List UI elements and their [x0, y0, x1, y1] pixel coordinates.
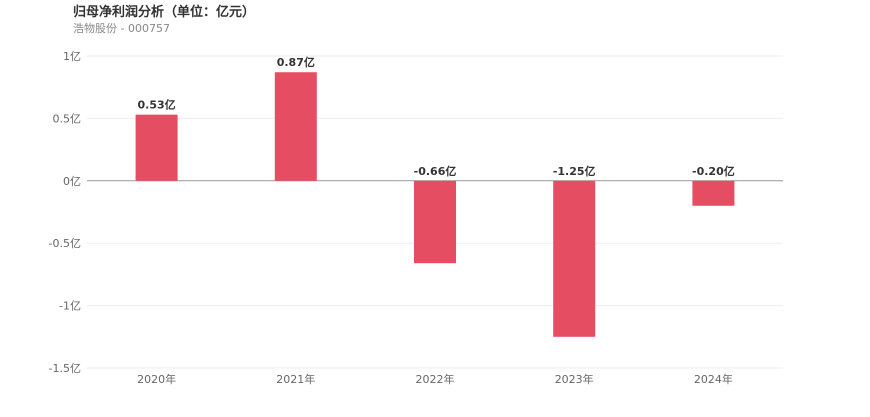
y-tick-label: 0.5亿: [53, 112, 82, 125]
y-axis-ticks: 1亿 0.5亿 0亿 -0.5亿 -1亿 -1.5亿: [49, 50, 81, 375]
data-label: 0.87亿: [277, 55, 315, 69]
chart-subtitle: 浩物股份 - 000757: [73, 22, 170, 35]
bar-2020年: [135, 114, 178, 181]
y-tick-label: -0.5亿: [49, 237, 81, 250]
x-tick-label: 2023年: [555, 372, 594, 386]
bar-2023年: [553, 180, 596, 337]
data-label: -1.25亿: [553, 164, 596, 178]
y-tick-label: -1.5亿: [49, 362, 81, 375]
data-label: -0.66亿: [414, 164, 457, 178]
x-tick-label: 2021年: [276, 372, 315, 386]
data-labels: 0.53亿 0.87亿 -0.66亿 -1.25亿 -0.20亿: [138, 55, 735, 178]
bars: [135, 72, 735, 337]
x-tick-label: 2020年: [137, 372, 176, 386]
y-tick-label: 1亿: [63, 50, 81, 63]
y-tick-label: 0亿: [63, 175, 81, 188]
x-axis-ticks: 2020年 2021年 2022年 2023年 2024年: [137, 372, 733, 386]
bar-2022年: [414, 180, 456, 264]
y-tick-label: -1亿: [59, 300, 81, 313]
data-label: 0.53亿: [138, 98, 176, 112]
chart-title: 归母净利润分析（单位：亿元）: [73, 5, 256, 20]
data-label: -0.20亿: [692, 164, 735, 178]
bar-2024年: [692, 180, 735, 206]
grid-lines: [87, 55, 783, 369]
bar-2021年: [274, 72, 317, 181]
x-tick-label: 2024年: [694, 372, 733, 386]
x-tick-label: 2022年: [416, 372, 455, 386]
